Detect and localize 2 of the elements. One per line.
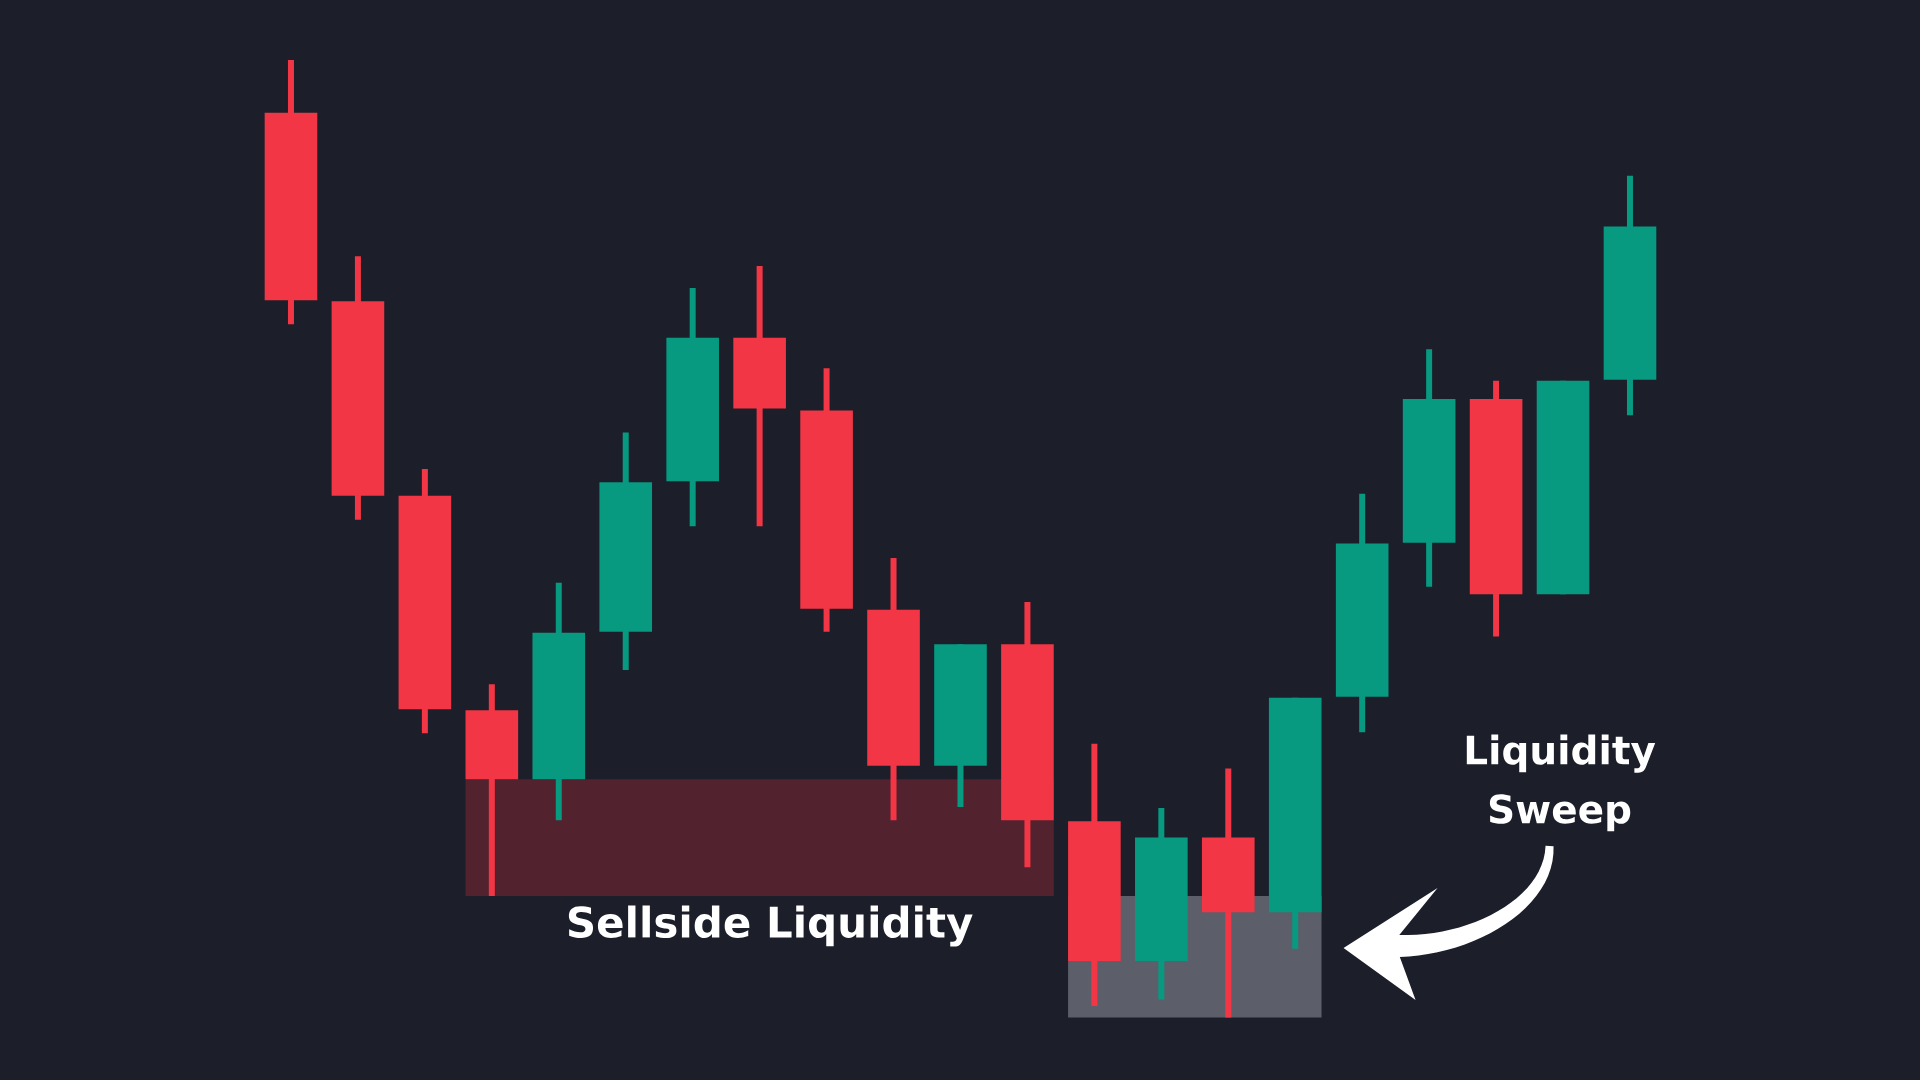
band-label: Sellside Liquidity (568, 905, 973, 947)
annotation: Liquidity Sweep (1466, 734, 1656, 832)
